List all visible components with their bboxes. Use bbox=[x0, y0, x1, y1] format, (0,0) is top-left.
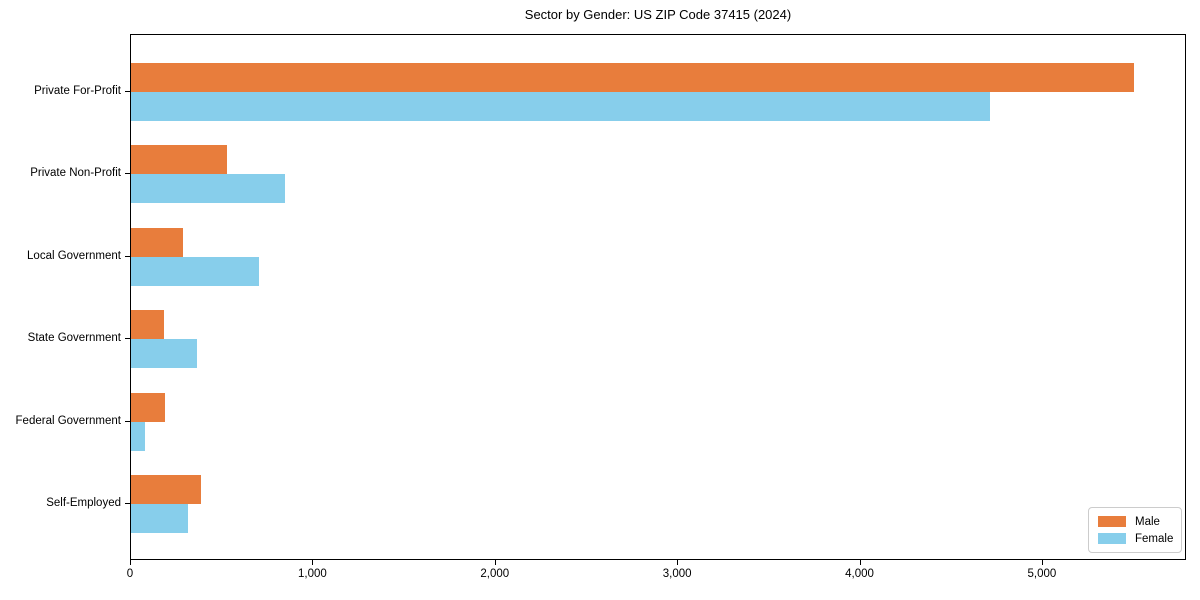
x-tick-mark bbox=[494, 560, 496, 565]
bar-female-private-non-profit bbox=[131, 174, 286, 204]
legend-entry-female: Female bbox=[1098, 531, 1173, 546]
bar-male-private-for-profit bbox=[131, 62, 1135, 92]
y-tick-mark bbox=[125, 503, 130, 505]
legend-label-male: Male bbox=[1135, 515, 1160, 528]
bar-female-state-government bbox=[131, 339, 197, 369]
bar-female-self-employed bbox=[131, 504, 188, 534]
y-tick-label: Federal Government bbox=[15, 414, 121, 427]
y-tick-label: Local Government bbox=[27, 249, 121, 262]
x-tick-label: 1,000 bbox=[297, 568, 327, 580]
chart-title: Sector by Gender: US ZIP Code 37415 (202… bbox=[524, 7, 792, 22]
legend: Male Female bbox=[1088, 507, 1182, 553]
bar-male-self-employed bbox=[131, 475, 202, 505]
y-tick-label: Private For-Profit bbox=[34, 84, 121, 97]
y-tick-mark bbox=[125, 338, 130, 340]
x-tick-label: 5,000 bbox=[1027, 568, 1057, 580]
x-tick-mark bbox=[1041, 560, 1043, 565]
bar-female-federal-government bbox=[131, 421, 146, 451]
y-tick-mark bbox=[125, 420, 130, 422]
y-tick-mark bbox=[125, 90, 130, 92]
x-tick-label: 2,000 bbox=[480, 568, 510, 580]
legend-swatch-male-icon bbox=[1098, 516, 1126, 527]
x-tick-mark bbox=[130, 560, 131, 565]
x-tick-mark bbox=[677, 560, 679, 565]
x-tick-mark bbox=[859, 560, 861, 565]
x-tick-label: 4,000 bbox=[845, 568, 874, 580]
legend-swatch-female-icon bbox=[1098, 533, 1126, 544]
bar-male-federal-government bbox=[131, 392, 165, 422]
x-tick-label: 3,000 bbox=[662, 568, 692, 580]
y-tick-mark bbox=[125, 255, 130, 257]
bar-male-state-government bbox=[131, 310, 164, 340]
bar-female-private-for-profit bbox=[131, 91, 991, 121]
x-tick-mark bbox=[312, 560, 314, 565]
legend-entry-male: Male bbox=[1098, 514, 1173, 529]
y-tick-label: Self-Employed bbox=[46, 497, 121, 510]
legend-label-female: Female bbox=[1135, 532, 1174, 545]
bar-male-private-non-profit bbox=[131, 145, 227, 175]
bar-female-local-government bbox=[131, 256, 259, 286]
y-tick-mark bbox=[125, 173, 130, 175]
x-tick-label: 0 bbox=[126, 568, 134, 580]
y-tick-label: State Government bbox=[27, 332, 121, 345]
plot-area bbox=[130, 34, 1186, 560]
y-tick-label: Private Non-Profit bbox=[30, 167, 121, 180]
bar-male-local-government bbox=[131, 227, 183, 257]
